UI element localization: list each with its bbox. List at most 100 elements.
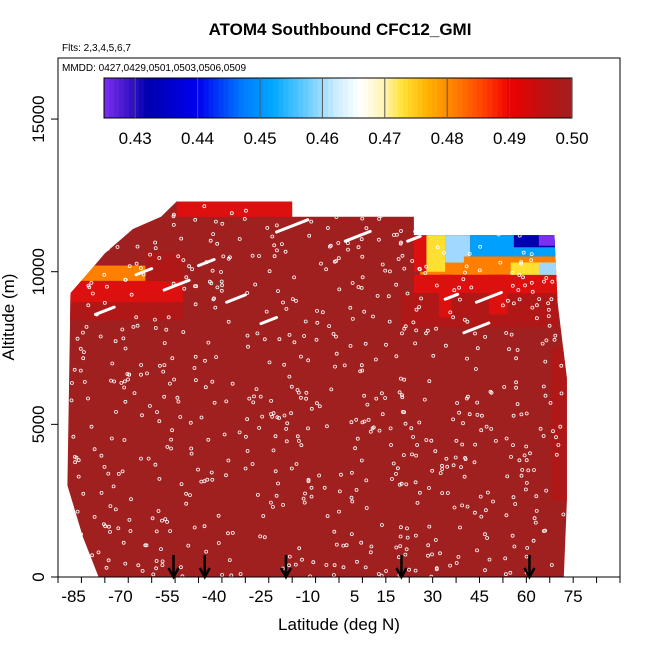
sample-point (554, 452, 559, 457)
sample-point (69, 398, 74, 403)
colorbar-segment (522, 78, 528, 118)
sample-point (374, 396, 379, 401)
colorbar-segment (562, 78, 568, 118)
sample-point (359, 458, 364, 463)
sample-point (190, 267, 195, 272)
sample-point (457, 285, 462, 290)
sample-point (332, 563, 337, 568)
sample-point (157, 363, 162, 368)
sample-point (483, 568, 487, 573)
colorbar-segment (452, 78, 459, 118)
sample-point (505, 298, 510, 303)
sample-point (380, 262, 385, 267)
sample-point (427, 524, 432, 529)
sample-point (359, 285, 364, 290)
sample-point (284, 439, 289, 444)
sample-point (546, 314, 551, 319)
sample-point (304, 390, 309, 395)
sample-point (524, 487, 528, 492)
sample-point (491, 499, 495, 504)
flight-track-segment (259, 316, 279, 326)
sample-point (224, 399, 229, 404)
sample-point (348, 343, 353, 348)
sample-point (341, 565, 346, 570)
sample-point (238, 572, 243, 576)
colorbar-segment (308, 78, 314, 118)
sample-point (287, 374, 292, 379)
sample-point (424, 331, 429, 336)
sample-point (400, 253, 405, 258)
sample-point (383, 396, 388, 400)
sample-point (274, 223, 279, 228)
sample-point (202, 204, 207, 209)
colorbar-segment (567, 78, 573, 118)
x-tick-label: -10 (295, 587, 320, 606)
sample-point (472, 460, 477, 465)
sample-point (153, 462, 158, 467)
colorbar-segment (318, 78, 324, 118)
sample-point (505, 474, 510, 479)
sample-point (475, 412, 480, 417)
sample-point (353, 446, 358, 451)
sample-point (504, 513, 509, 518)
sample-point (102, 300, 107, 305)
colorbar-segment (333, 78, 339, 118)
flight-track-segment (162, 278, 191, 292)
sample-point (265, 225, 270, 230)
sample-point (525, 546, 530, 550)
sample-point (427, 379, 432, 384)
x-tick-label: -25 (249, 587, 274, 606)
sample-point (504, 436, 509, 441)
sample-point (334, 542, 339, 547)
sample-point (513, 502, 518, 506)
sample-point (82, 379, 87, 384)
sample-point (89, 424, 94, 429)
flight-track-segment (443, 292, 460, 301)
sample-point (547, 217, 552, 222)
sample-point (220, 221, 225, 226)
sample-point (400, 395, 405, 400)
colorbar-segment (298, 78, 304, 118)
sample-point (337, 287, 342, 292)
sample-point (350, 316, 355, 321)
sample-point (220, 283, 225, 288)
sample-point (154, 559, 159, 563)
sample-point (306, 426, 310, 431)
sample-point (164, 327, 169, 332)
sample-point (542, 279, 546, 284)
sample-point (556, 443, 561, 447)
sample-point (167, 381, 172, 386)
sample-point (478, 244, 483, 249)
sample-point (387, 319, 392, 324)
sample-point (413, 219, 418, 224)
sample-point (199, 415, 204, 420)
sample-point (457, 410, 462, 415)
sample-point (451, 417, 456, 422)
sample-point (86, 303, 91, 308)
sample-point (419, 225, 423, 230)
sample-point (520, 467, 525, 472)
sample-point (366, 417, 371, 422)
sample-point (171, 212, 176, 217)
sample-point (276, 481, 280, 486)
sample-point (534, 508, 539, 513)
sample-point (509, 332, 514, 337)
colorbar-segment (462, 78, 469, 118)
sample-point (510, 533, 515, 538)
colorbar-segment (432, 78, 439, 118)
sample-point (364, 506, 369, 510)
sample-point (72, 367, 77, 372)
sample-point (309, 494, 314, 499)
flight-arrow-head (523, 567, 536, 580)
sample-point (151, 572, 156, 577)
sample-point (533, 520, 538, 525)
sample-point (473, 331, 477, 336)
sample-point (546, 301, 550, 306)
sample-point (169, 446, 174, 451)
sample-point (289, 466, 294, 471)
sample-point (292, 275, 297, 280)
sample-point (106, 235, 111, 240)
sample-point (292, 340, 297, 345)
sample-point (298, 354, 303, 359)
sample-point (219, 279, 224, 284)
